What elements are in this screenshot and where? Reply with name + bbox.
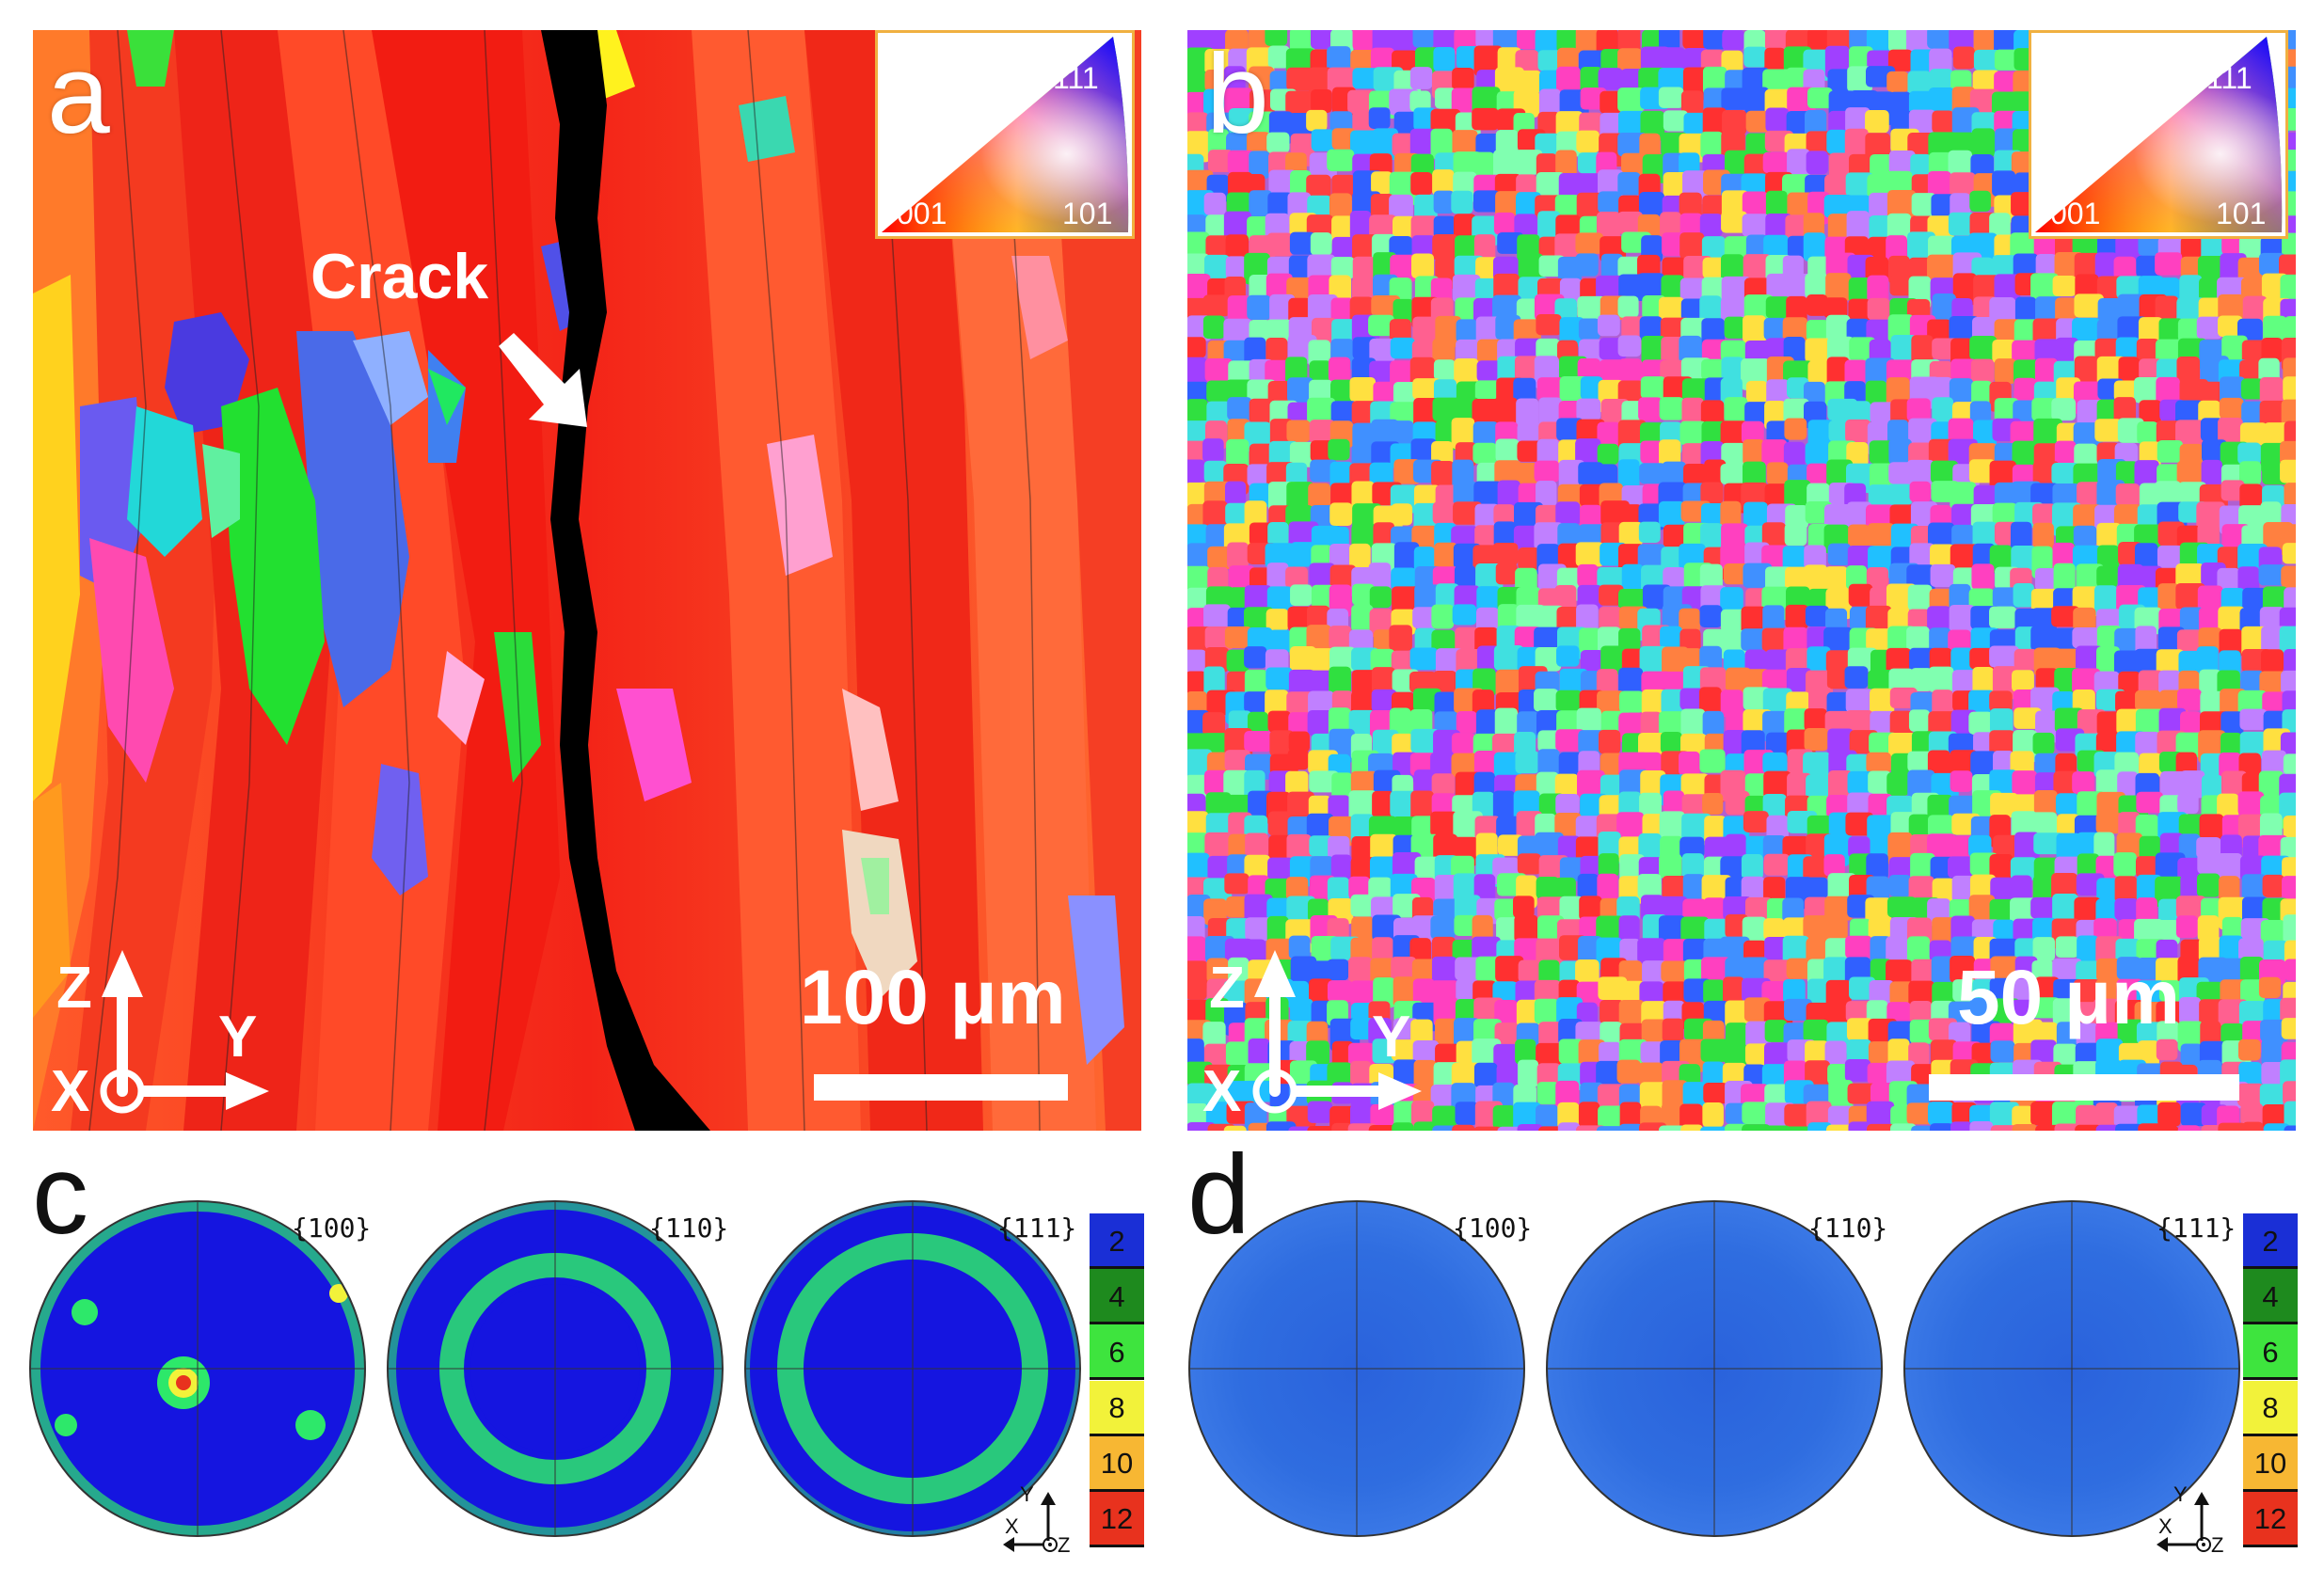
legend-c-label-10: 10: [1100, 1447, 1134, 1481]
ipf-label-101-a: 101: [1062, 197, 1113, 230]
pf-label-c-110: {110}: [649, 1213, 729, 1244]
scale-bar-label-b: 50 μm: [1957, 955, 2181, 1040]
ipf-label-111-b: 111: [2206, 61, 2252, 95]
legend-d-cell-2: 2: [2243, 1213, 2298, 1270]
legend-d-label-10: 10: [2253, 1447, 2287, 1481]
scale-bar-label-a: 100 μm: [800, 955, 1066, 1040]
legend-c-label-8: 8: [1108, 1391, 1125, 1425]
intensity-legend-d: 2 4 6 8 10 12: [2243, 1213, 2298, 1547]
legend-c-label-12: 12: [1100, 1502, 1134, 1536]
axis-label-x-b: X: [1202, 1059, 1242, 1124]
legend-d-label-6: 6: [2262, 1335, 2279, 1369]
ipf-triangle-b: [2035, 37, 2283, 232]
ebsd-map-b-graphic: [1187, 30, 2296, 1131]
legend-d-cell-6: 6: [2243, 1324, 2298, 1381]
legend-c-cell-8: 8: [1090, 1380, 1144, 1436]
axis-triad-b: [1252, 950, 1422, 1114]
ipf-label-001-b: 001: [2050, 197, 2101, 230]
axis-label-y-a: Y: [218, 1005, 258, 1070]
pf-label-d-110: {110}: [1808, 1213, 1888, 1244]
axis-label-z-a: Z: [56, 956, 92, 1021]
legend-c-cell-12: 12: [1090, 1491, 1144, 1547]
legend-d-label-12: 12: [2253, 1502, 2287, 1536]
panel-label-d: d: [1187, 1132, 1250, 1258]
pole-axis-y-c: Y: [1020, 1482, 1034, 1506]
ebsd-map-b: [1187, 30, 2296, 1131]
pole-axis-z-d: Z: [2211, 1533, 2224, 1557]
crack-arrow-icon: [499, 333, 587, 427]
ipf-triangle-a: [882, 37, 1129, 232]
legend-d-cell-10: 10: [2243, 1435, 2298, 1492]
legend-d-label-2: 2: [2262, 1224, 2279, 1258]
legend-c-cell-10: 10: [1090, 1435, 1144, 1492]
intensity-legend-c: 2 4 6 8 10 12: [1090, 1213, 1144, 1547]
pole-axes-d: [2157, 1492, 2211, 1552]
ipf-label-001-a: 001: [897, 197, 947, 230]
legend-d-label-4: 4: [2262, 1279, 2279, 1313]
axis-label-y-b: Y: [1372, 1005, 1411, 1070]
pole-axis-y-d: Y: [2173, 1482, 2188, 1506]
legend-d-cell-12: 12: [2243, 1491, 2298, 1547]
pole-figures-c: [29, 1200, 1081, 1537]
legend-c-cell-4: 4: [1090, 1269, 1144, 1325]
ipf-key-a: 111 001 101: [875, 30, 1135, 239]
pole-figures-d: [1188, 1200, 2240, 1537]
ipf-label-101-b: 101: [2216, 197, 2267, 230]
axis-triad-a: [100, 950, 269, 1114]
legend-c-cell-2: 2: [1090, 1213, 1144, 1270]
legend-c-cell-6: 6: [1090, 1324, 1144, 1381]
pf-label-c-100: {100}: [292, 1213, 372, 1244]
panel-label-c: c: [32, 1132, 88, 1258]
legend-d-label-8: 8: [2262, 1391, 2279, 1425]
crack-label: Crack: [310, 241, 489, 312]
pole-axis-x-c: X: [1005, 1514, 1019, 1538]
scale-bar-b: [1929, 1074, 2239, 1101]
legend-c-label-4: 4: [1108, 1279, 1125, 1313]
pole-axis-x-d: X: [2158, 1514, 2173, 1538]
pole-axes-c: [1003, 1492, 1058, 1552]
ipf-key-b: 111 001 101: [2029, 30, 2288, 239]
legend-c-label-2: 2: [1108, 1224, 1125, 1258]
ipf-label-111-a: 111: [1053, 61, 1099, 95]
pf-label-c-111: {111}: [997, 1213, 1077, 1244]
pf-label-d-111: {111}: [2157, 1213, 2236, 1244]
axis-label-z-b: Z: [1209, 956, 1245, 1021]
legend-d-cell-8: 8: [2243, 1380, 2298, 1436]
pole-axis-z-c: Z: [1058, 1533, 1071, 1557]
scale-bar-a: [814, 1074, 1068, 1101]
panel-label-a: a: [47, 31, 110, 157]
panel-label-b: b: [1206, 31, 1269, 157]
legend-d-cell-4: 4: [2243, 1269, 2298, 1325]
pf-label-d-100: {100}: [1453, 1213, 1533, 1244]
legend-c-label-6: 6: [1108, 1335, 1125, 1369]
axis-label-x-a: X: [51, 1059, 90, 1124]
